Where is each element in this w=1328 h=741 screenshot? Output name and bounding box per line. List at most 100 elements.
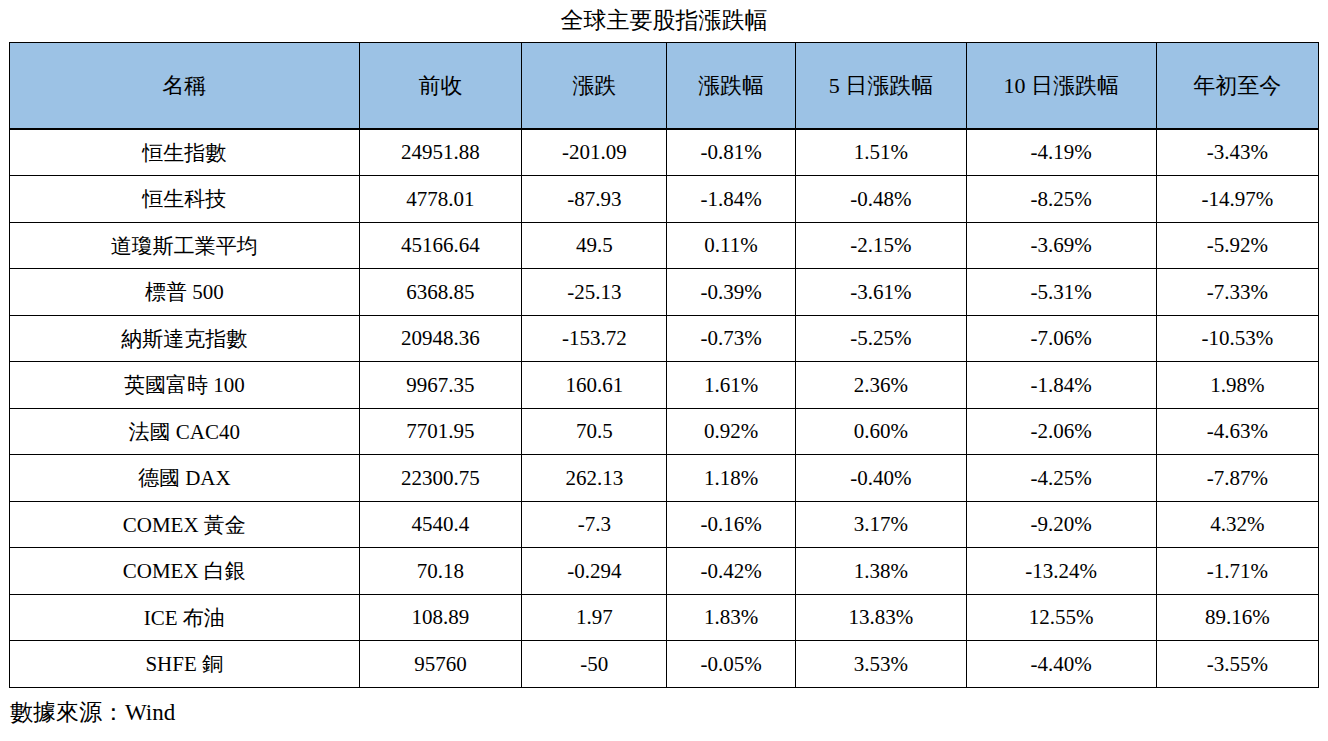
table-row: 英國富時 1009967.35160.611.61%2.36%-1.84%1.9… — [10, 362, 1319, 409]
value-cell: 1.98% — [1156, 362, 1318, 409]
value-cell: 0.11% — [667, 222, 796, 269]
value-cell: -8.25% — [966, 176, 1156, 223]
value-cell: -2.06% — [966, 408, 1156, 455]
value-cell: 70.18 — [359, 548, 522, 595]
index-name-cell: 德國 DAX — [10, 455, 360, 502]
value-cell: 22300.75 — [359, 455, 522, 502]
value-cell: 7701.95 — [359, 408, 522, 455]
value-cell: 4540.4 — [359, 501, 522, 548]
index-name-cell: 恒生指數 — [10, 129, 360, 176]
index-name-cell: 英國富時 100 — [10, 362, 360, 409]
index-name-cell: SHFE 銅 — [10, 641, 360, 688]
document-page: 全球主要股指漲跌幅 名稱前收漲跌漲跌幅5 日漲跌幅10 日漲跌幅年初至今 恒生指… — [0, 0, 1328, 741]
table-row: 恒生指數24951.88-201.09-0.81%1.51%-4.19%-3.4… — [10, 129, 1319, 176]
value-cell: 2.36% — [796, 362, 967, 409]
page-title: 全球主要股指漲跌幅 — [9, 6, 1319, 36]
value-cell: -0.48% — [796, 176, 967, 223]
value-cell: 89.16% — [1156, 594, 1318, 641]
index-name-cell: COMEX 黃金 — [10, 501, 360, 548]
value-cell: 12.55% — [966, 594, 1156, 641]
value-cell: -2.15% — [796, 222, 967, 269]
value-cell: -9.20% — [966, 501, 1156, 548]
value-cell: 262.13 — [522, 455, 667, 502]
column-header: 漲跌幅 — [667, 42, 796, 129]
value-cell: -3.69% — [966, 222, 1156, 269]
value-cell: -0.40% — [796, 455, 967, 502]
value-cell: -0.294 — [522, 548, 667, 595]
value-cell: -0.39% — [667, 269, 796, 316]
column-header: 漲跌 — [522, 42, 667, 129]
value-cell: -5.25% — [796, 315, 967, 362]
value-cell: 1.83% — [667, 594, 796, 641]
table-row: 道瓊斯工業平均45166.6449.50.11%-2.15%-3.69%-5.9… — [10, 222, 1319, 269]
value-cell: -25.13 — [522, 269, 667, 316]
value-cell: 1.51% — [796, 129, 967, 176]
value-cell: 4.32% — [1156, 501, 1318, 548]
value-cell: -3.55% — [1156, 641, 1318, 688]
value-cell: -153.72 — [522, 315, 667, 362]
index-name-cell: 納斯達克指數 — [10, 315, 360, 362]
value-cell: -1.71% — [1156, 548, 1318, 595]
value-cell: -4.63% — [1156, 408, 1318, 455]
value-cell: -1.84% — [966, 362, 1156, 409]
index-name-cell: 恒生科技 — [10, 176, 360, 223]
value-cell: -4.19% — [966, 129, 1156, 176]
value-cell: -0.16% — [667, 501, 796, 548]
index-name-cell: 標普 500 — [10, 269, 360, 316]
index-name-cell: ICE 布油 — [10, 594, 360, 641]
index-name-cell: 法國 CAC40 — [10, 408, 360, 455]
stock-index-table: 名稱前收漲跌漲跌幅5 日漲跌幅10 日漲跌幅年初至今 恒生指數24951.88-… — [9, 42, 1319, 688]
value-cell: 70.5 — [522, 408, 667, 455]
value-cell: -3.61% — [796, 269, 967, 316]
column-header: 10 日漲跌幅 — [966, 42, 1156, 129]
value-cell: 4778.01 — [359, 176, 522, 223]
table-row: 德國 DAX22300.75262.131.18%-0.40%-4.25%-7.… — [10, 455, 1319, 502]
value-cell: -5.31% — [966, 269, 1156, 316]
value-cell: 1.61% — [667, 362, 796, 409]
value-cell: 1.97 — [522, 594, 667, 641]
table-row: 恒生科技4778.01-87.93-1.84%-0.48%-8.25%-14.9… — [10, 176, 1319, 223]
value-cell: -7.06% — [966, 315, 1156, 362]
column-header: 名稱 — [10, 42, 360, 129]
value-cell: 45166.64 — [359, 222, 522, 269]
table-row: 標普 5006368.85-25.13-0.39%-3.61%-5.31%-7.… — [10, 269, 1319, 316]
table-body: 恒生指數24951.88-201.09-0.81%1.51%-4.19%-3.4… — [10, 129, 1319, 687]
value-cell: 3.53% — [796, 641, 967, 688]
value-cell: -0.81% — [667, 129, 796, 176]
value-cell: 0.92% — [667, 408, 796, 455]
value-cell: -7.33% — [1156, 269, 1318, 316]
value-cell: 6368.85 — [359, 269, 522, 316]
value-cell: -4.40% — [966, 641, 1156, 688]
table-row: COMEX 黃金4540.4-7.3-0.16%3.17%-9.20%4.32% — [10, 501, 1319, 548]
index-name-cell: COMEX 白銀 — [10, 548, 360, 595]
value-cell: -1.84% — [667, 176, 796, 223]
value-cell: -3.43% — [1156, 129, 1318, 176]
value-cell: -10.53% — [1156, 315, 1318, 362]
value-cell: 108.89 — [359, 594, 522, 641]
value-cell: 3.17% — [796, 501, 967, 548]
value-cell: 160.61 — [522, 362, 667, 409]
table-row: 納斯達克指數20948.36-153.72-0.73%-5.25%-7.06%-… — [10, 315, 1319, 362]
value-cell: -7.3 — [522, 501, 667, 548]
value-cell: -14.97% — [1156, 176, 1318, 223]
value-cell: 13.83% — [796, 594, 967, 641]
value-cell: -13.24% — [966, 548, 1156, 595]
value-cell: 49.5 — [522, 222, 667, 269]
value-cell: -4.25% — [966, 455, 1156, 502]
value-cell: -0.42% — [667, 548, 796, 595]
table-header: 名稱前收漲跌漲跌幅5 日漲跌幅10 日漲跌幅年初至今 — [10, 42, 1319, 129]
table-row: SHFE 銅95760-50-0.05%3.53%-4.40%-3.55% — [10, 641, 1319, 688]
column-header: 年初至今 — [1156, 42, 1318, 129]
data-source-note: 數據來源：Wind — [9, 697, 1319, 728]
table-row: ICE 布油108.891.971.83%13.83%12.55%89.16% — [10, 594, 1319, 641]
value-cell: -5.92% — [1156, 222, 1318, 269]
value-cell: 9967.35 — [359, 362, 522, 409]
column-header: 5 日漲跌幅 — [796, 42, 967, 129]
value-cell: 20948.36 — [359, 315, 522, 362]
value-cell: -201.09 — [522, 129, 667, 176]
index-name-cell: 道瓊斯工業平均 — [10, 222, 360, 269]
value-cell: -50 — [522, 641, 667, 688]
table-row: COMEX 白銀70.18-0.294-0.42%1.38%-13.24%-1.… — [10, 548, 1319, 595]
value-cell: 24951.88 — [359, 129, 522, 176]
value-cell: 0.60% — [796, 408, 967, 455]
